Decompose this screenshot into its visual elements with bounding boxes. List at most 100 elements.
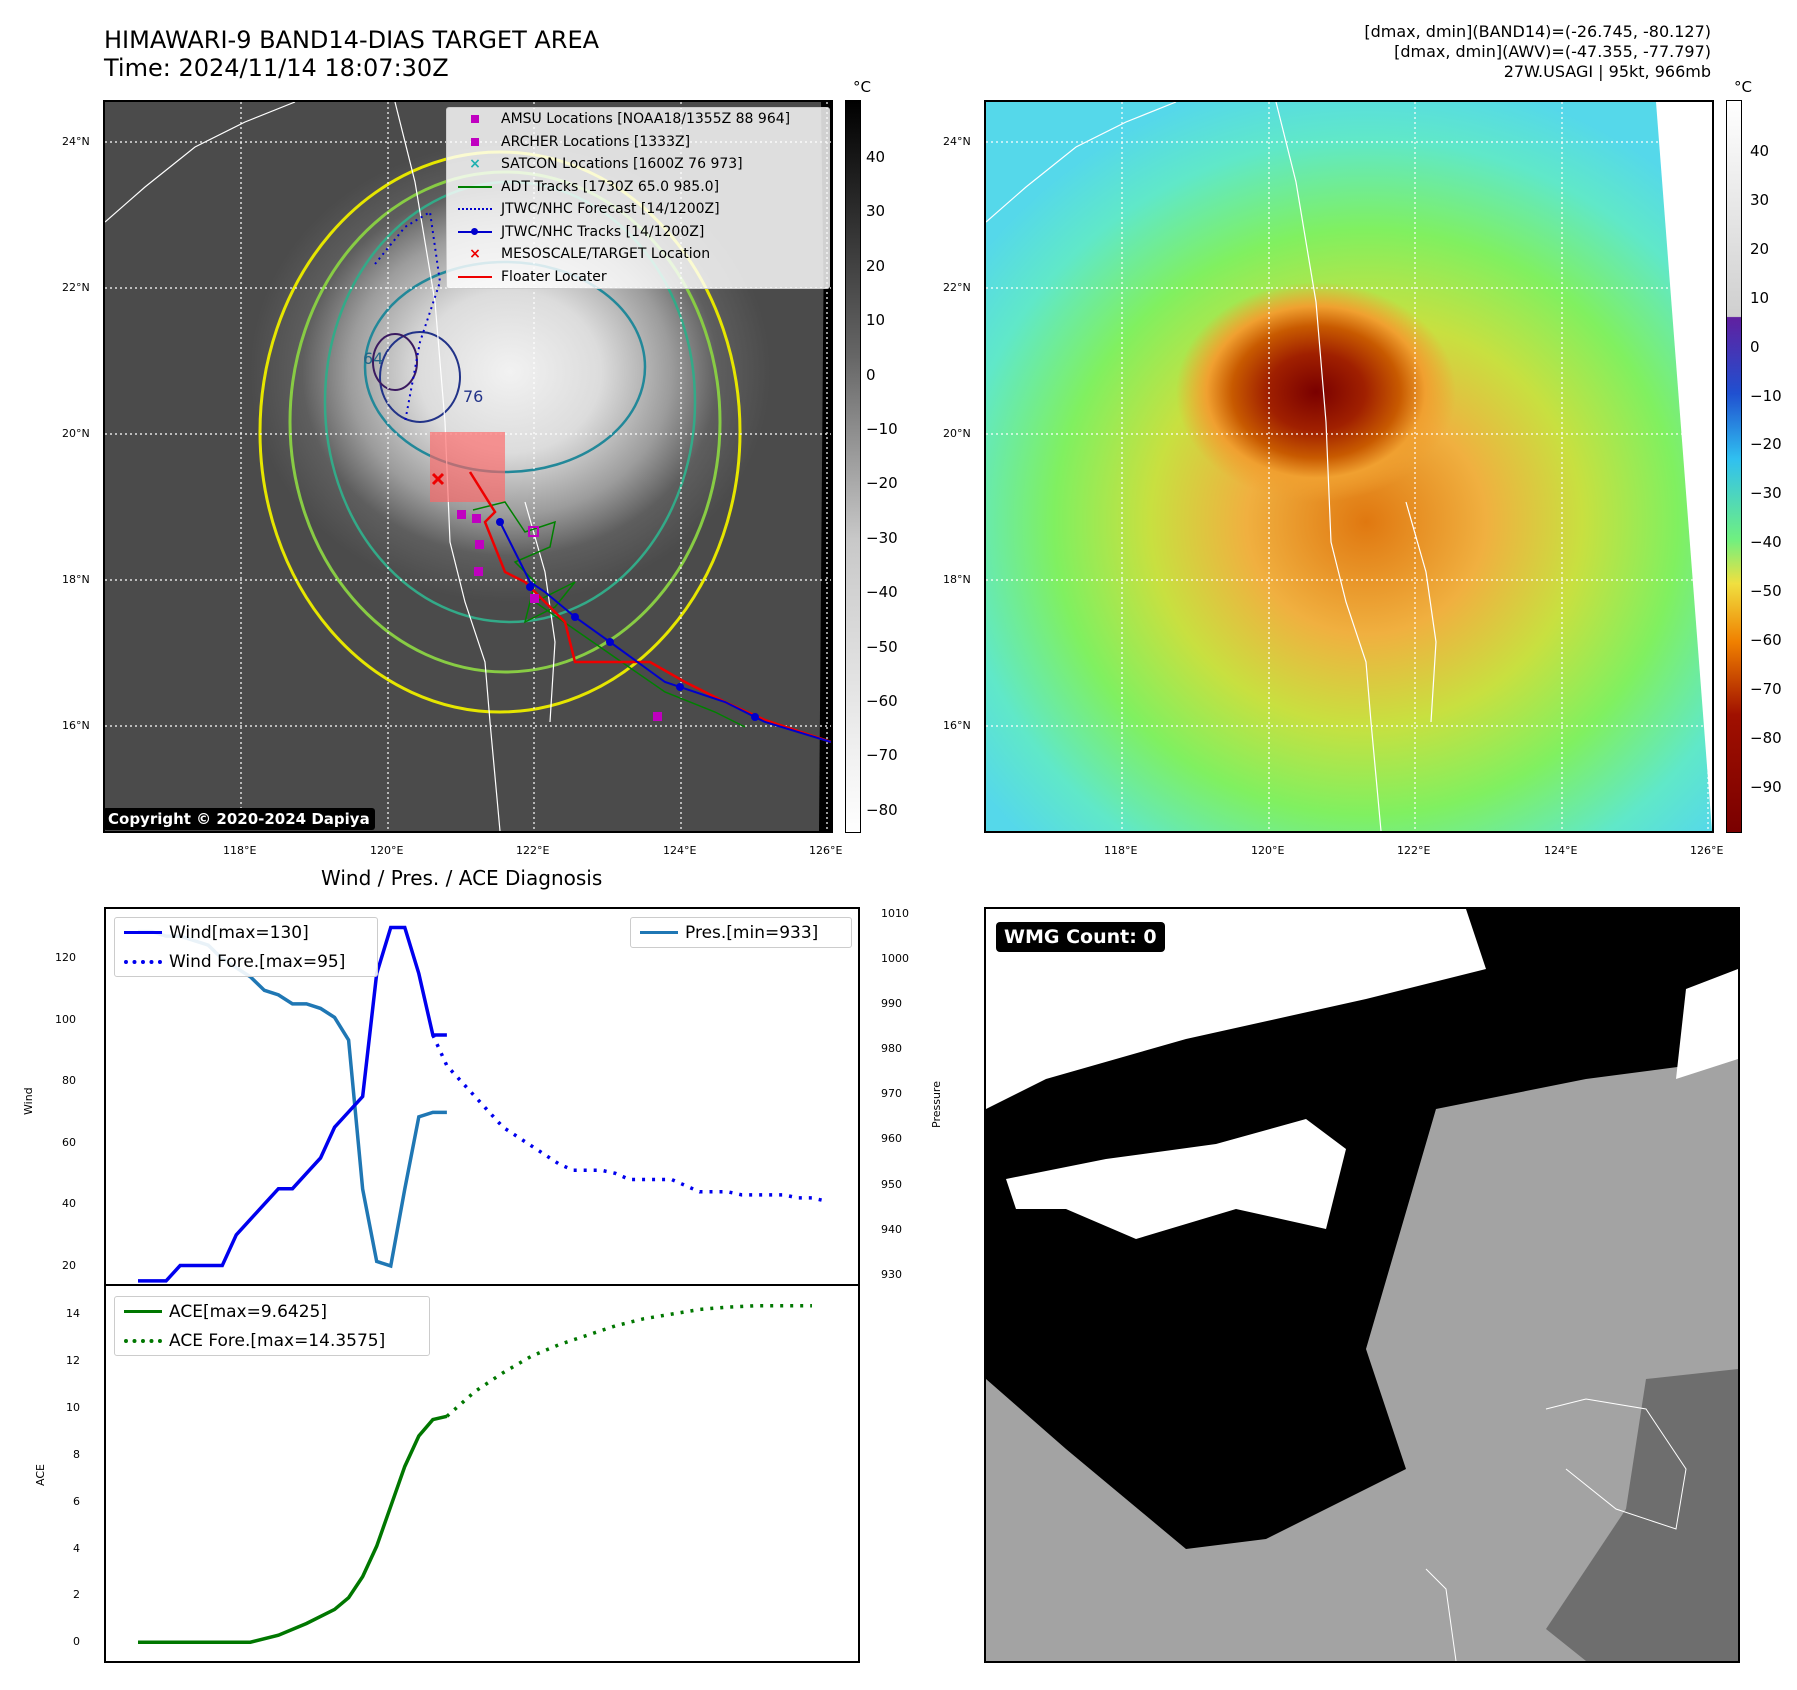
wmg-mask: [986, 909, 1738, 1661]
ace-forecast-line: [445, 1303, 812, 1418]
awv-coastline-china: [986, 102, 1177, 223]
awv-cbar-tick: −10: [1750, 386, 1782, 405]
ace-svg: [138, 1303, 812, 1644]
contour-purple: [372, 333, 418, 391]
lat-label-awv: 24°N: [943, 135, 971, 148]
awv-colorbar: [1726, 100, 1742, 833]
legend-pressure: Pres.[min=933]: [631, 918, 851, 947]
jtwc-track: [499, 521, 831, 743]
wind-legend: Wind[max=130] Wind Fore.[max=95]: [114, 917, 378, 977]
wmg-white-mid: [1006, 1119, 1346, 1239]
x-marker-icon: ×: [469, 156, 481, 173]
wmg-coastline: [1545, 1398, 1687, 1530]
ace-ytick: 0: [73, 1635, 80, 1649]
pressure-ytick: 960: [881, 1132, 902, 1146]
lon-label-ir: 126°E: [809, 844, 843, 857]
target-area-box: [430, 432, 505, 502]
lat-label-ir: 20°N: [62, 427, 90, 440]
wind-ytick: 120: [55, 951, 76, 965]
ir-cbar-tick: −40: [866, 583, 898, 602]
wmg-count-badge: WMG Count: 0: [996, 922, 1165, 952]
wind-pressure-plot: Wind[max=130] Wind Fore.[max=95] Pres.[m…: [104, 907, 860, 1286]
x-marker-icon: ×: [469, 246, 481, 263]
awv-map-overlay: [986, 102, 1712, 831]
pressure-ytick: 970: [881, 1087, 902, 1101]
ir-cbar-tick: 30: [866, 202, 886, 221]
ir-cbar-tick: 20: [866, 256, 886, 275]
ace-line: [138, 1414, 448, 1644]
awv-cbar-tick: 10: [1750, 288, 1770, 307]
awv-cbar-tick: 0: [1750, 337, 1760, 356]
dotted-line-icon: [124, 1338, 162, 1343]
ace-ytick: 6: [73, 1494, 80, 1508]
target-x-marker: [431, 472, 445, 486]
coastline-china: [105, 102, 296, 223]
legend-adt: ADT Tracks [1730Z 65.0 985.0]: [447, 176, 829, 199]
lat-label-ir: 24°N: [62, 135, 90, 148]
awv-cbar-tick: 30: [1750, 190, 1770, 209]
lon-label-awv: 122°E: [1397, 844, 1431, 857]
info-line-3: 27W.USAGI | 95kt, 966mb: [1503, 62, 1711, 81]
dotted-line-icon: [124, 959, 162, 964]
info-line-1: [dmax, dmin](BAND14)=(-26.745, -80.127): [1364, 22, 1711, 41]
archer-amsu-markers: [457, 510, 662, 721]
ace-axis-label: ACE: [34, 1464, 47, 1486]
ace-ytick: 8: [73, 1447, 80, 1461]
awv-cbar-tick: −90: [1750, 777, 1782, 796]
contour-navy: [379, 331, 461, 423]
wind-ytick: 60: [62, 1135, 76, 1149]
wmg-panel: [984, 907, 1740, 1663]
lat-label-ir: 22°N: [62, 281, 90, 294]
line-swatch-icon: [124, 1310, 162, 1313]
lat-label-awv: 22°N: [943, 281, 971, 294]
awv-cbar-tick: −60: [1750, 631, 1782, 649]
ace-ytick: 14: [66, 1307, 80, 1321]
awv-cbar-tick: 20: [1750, 239, 1770, 258]
lon-label-ir: 118°E: [223, 844, 257, 857]
ir-cbar-tick: 0: [866, 365, 876, 384]
ace-ytick: 10: [66, 1400, 80, 1414]
ir-map-panel: 64 76 AMSU Locations [NOAA18/1355: [103, 100, 833, 833]
legend-archer: ARCHER Locations [1333Z]: [447, 131, 829, 154]
ir-cbar-tick: −50: [866, 637, 898, 656]
pressure-ytick: 1000: [881, 951, 909, 965]
lon-label-awv: 120°E: [1251, 844, 1285, 857]
coastline-luzon: [394, 102, 501, 831]
awv-gridlines: [986, 102, 1712, 831]
copyright-badge: Copyright © 2020-2024 Dapiya: [103, 808, 375, 830]
pressure-line: [138, 929, 447, 1269]
diagnosis-title: Wind / Pres. / ACE Diagnosis: [321, 866, 603, 890]
adt-track: [472, 501, 746, 728]
legend-ace: ACE[max=9.6425]: [115, 1297, 429, 1326]
wind-ytick: 20: [62, 1258, 76, 1272]
lon-label-ir: 124°E: [663, 844, 697, 857]
lon-label-awv: 118°E: [1104, 844, 1138, 857]
line-swatch-icon: [640, 931, 678, 934]
lat-label-awv: 18°N: [943, 573, 971, 586]
legend-jtwc-forecast: JTWC/NHC Forecast [14/1200Z]: [447, 198, 829, 221]
wind-ytick: 40: [62, 1197, 76, 1211]
legend-amsu: AMSU Locations [NOAA18/1355Z 88 964]: [447, 108, 829, 131]
ir-cbar-tick: −70: [866, 746, 898, 765]
legend-jtwc-tracks: JTWC/NHC Tracks [14/1200Z]: [447, 221, 829, 244]
ace-plot: ACE[max=9.6425] ACE Fore.[max=14.3575]: [104, 1284, 860, 1663]
pressure-axis-label: Pressure: [930, 1081, 943, 1128]
pressure-ytick: 950: [881, 1177, 902, 1191]
legend-ace-forecast: ACE Fore.[max=14.3575]: [115, 1326, 429, 1355]
awv-cbar-tick: −50: [1750, 582, 1782, 601]
square-marker-icon: [471, 115, 479, 124]
ir-cbar-unit: °C: [853, 78, 871, 96]
wmg-white-corner: [1676, 969, 1738, 1079]
info-line-2: [dmax, dmin](AWV)=(-47.355, -77.797): [1394, 42, 1711, 61]
line-swatch-icon: [458, 185, 492, 188]
title-line-2: Time: 2024/11/14 18:07:30Z: [104, 54, 449, 82]
pressure-ytick: 940: [881, 1222, 902, 1236]
wmg-coastline-south: [1425, 1568, 1457, 1661]
line-swatch-icon: [458, 275, 492, 278]
wmg-white-top: [986, 909, 1486, 1109]
awv-cbar-tick: −30: [1750, 484, 1782, 503]
wind-axis-label: Wind: [22, 1087, 35, 1115]
lon-label-ir: 122°E: [516, 844, 550, 857]
jtwc-forecast-track: [374, 210, 442, 423]
ace-ytick: 4: [73, 1541, 80, 1555]
